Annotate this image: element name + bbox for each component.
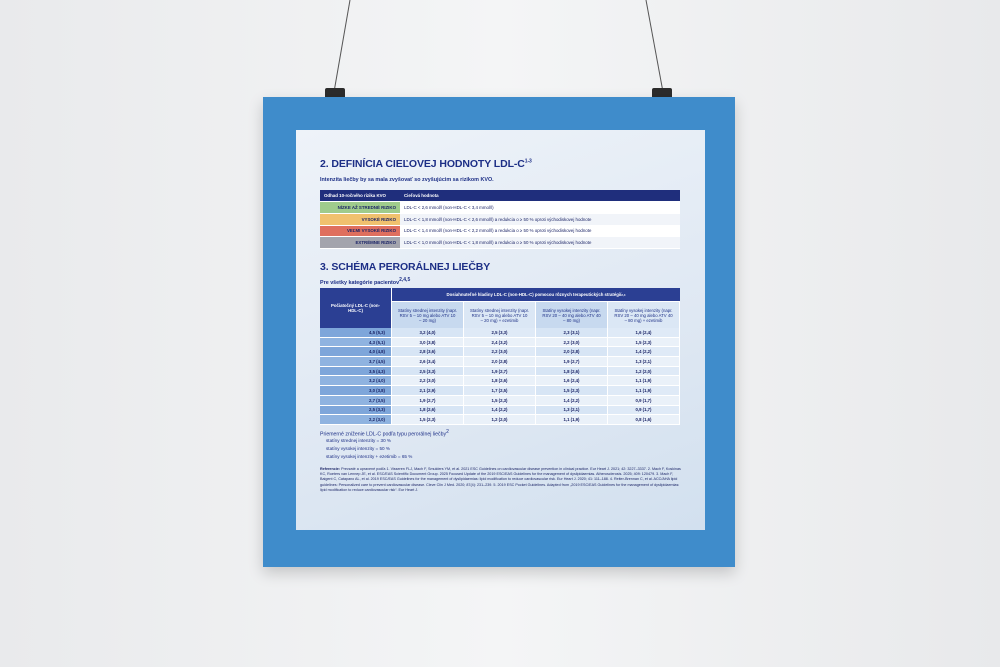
- risk-cell: VYSOKÉ RIZIKO: [320, 213, 400, 226]
- section-title: 3. SCHÉMA PERORÁLNEJ LIEČBY: [320, 261, 491, 273]
- table-cell: 2,5 (3,3): [392, 366, 464, 377]
- table-cell: 2,2 (3,0): [392, 376, 464, 387]
- table-cell: 1,6 (2,4): [536, 376, 608, 387]
- table-cell: 2,2 (3,0): [320, 415, 392, 425]
- table-cell: 3,5 (4,3): [320, 366, 392, 377]
- header-cell: Cieľová hodnota: [400, 190, 680, 202]
- table-cell: 1,9 (2,7): [392, 395, 464, 406]
- column-header: Statíny vysokej intenzity (napr. RSV 20 …: [608, 302, 680, 328]
- table-cell: 2,7 (3,5): [320, 395, 392, 406]
- risk-cell: NÍZKE AŽ STREDNÉ RIZIKO: [320, 202, 400, 214]
- table-cell: 1,2 (2,0): [608, 366, 680, 377]
- title-sup: 1-3: [524, 158, 532, 165]
- table-cell: 3,7 (4,5): [320, 357, 392, 367]
- group-header-sup: 2,4: [621, 292, 626, 297]
- table-cell: 3,2 (4,0): [320, 376, 392, 387]
- table-cell: 3,2 (4,0): [392, 328, 464, 338]
- header-cell: Odhad 10-ročného rizika KVO: [320, 190, 400, 202]
- table-cell: 3,0 (3,8): [392, 337, 464, 348]
- section-subtitle: Intenzita liečby by sa mala zvyšovať so …: [320, 177, 494, 183]
- table-header: Počiatočný LDL-C (non-HDL-C) Dosiahnuteľn…: [320, 288, 680, 328]
- table-cell: 4,5 (5,3): [320, 328, 392, 338]
- table-cell: 1,5 (2,3): [536, 386, 608, 396]
- table-cell: 1,1 (1,9): [536, 415, 608, 425]
- summary-item: statíny vysokej intenzity = 50 %: [320, 446, 412, 454]
- table-cell: 2,3 (3,1): [536, 328, 608, 338]
- table-cell: 1,8 (2,6): [464, 376, 536, 387]
- table-cell: 1,9 (2,7): [536, 357, 608, 367]
- table-cell: 0,9 (1,7): [608, 395, 680, 406]
- table-cell: 1,8 (2,6): [536, 366, 608, 377]
- summary-title: Priemerné zníženie LDL-C podľa typu pero…: [320, 429, 449, 438]
- column-headers: Statíny strednej intenzity (napr. RSV 5 …: [392, 302, 680, 328]
- table-cell: 0,9 (1,7): [608, 405, 680, 416]
- table-cell: 1,6 (2,4): [608, 328, 680, 338]
- summary-item-text: statíny strednej intenzity = 30 %: [326, 438, 391, 443]
- group-header: Dosiahnuteľné hladiny LDL-C (non-HDL-C) …: [392, 288, 680, 302]
- target-cell: LDL-C < 2,6 mmol/l (non-HDL-C < 3,4 mmol…: [400, 202, 680, 214]
- table-cell: 2,2 (3,0): [536, 337, 608, 348]
- table-cell: 1,8 (2,6): [392, 405, 464, 416]
- table-cell: 2,0 (2,8): [464, 357, 536, 367]
- column-header: Statíny vysokej intenzity (napr. RSV 20 …: [536, 302, 608, 328]
- table-cell: 2,8 (3,6): [392, 347, 464, 358]
- summary-list: statíny strednej intenzity = 30 % statíny…: [320, 438, 412, 462]
- table-cell: 2,5 (3,3): [320, 405, 392, 416]
- target-cell: LDL-C < 1,0 mmol/l (non-HDL-C < 1,8 mmol…: [400, 237, 680, 250]
- table-cell: 1,3 (2,1): [608, 357, 680, 367]
- column-header: Statíny strednej intenzity (napr. RSV 5 …: [392, 302, 464, 328]
- table-cell: 3,0 (3,8): [320, 386, 392, 396]
- table-cell: 1,4 (2,2): [608, 347, 680, 358]
- table-cell: 1,4 (2,2): [464, 405, 536, 416]
- summary-item: statíny vysokej intenzity + ezetimib = 6…: [320, 454, 412, 462]
- column-header: Statíny strednej intenzity (napr. RSV 5 …: [464, 302, 536, 328]
- summary-title-text: Priemerné zníženie LDL-C podľa typu pero…: [320, 431, 447, 438]
- table-cell: 2,5 (3,3): [464, 328, 536, 338]
- table-cell: 2,6 (3,4): [392, 357, 464, 367]
- target-cell: LDL-C < 1,8 mmol/l (non-HDL-C < 2,6 mmol…: [400, 213, 680, 226]
- therapy-table: Počiatočný LDL-C (non-HDL-C) Dosiahnuteľn…: [320, 288, 680, 425]
- table-cell: 2,2 (3,0): [464, 347, 536, 358]
- table-cell: 1,2 (2,0): [464, 415, 536, 425]
- risk-table: Odhad 10-ročného rizika KVO Cieľová hodno…: [320, 190, 680, 250]
- table-cell: 2,0 (2,8): [536, 347, 608, 358]
- table-cell: 1,3 (2,1): [536, 405, 608, 416]
- summary-sup: 2: [446, 429, 449, 435]
- table-cell: 1,1 (1,9): [608, 376, 680, 387]
- table-cell: 4,0 (4,8): [320, 347, 392, 358]
- summary-item-text: statíny vysokej intenzity + ezetimib = 6…: [326, 454, 413, 459]
- table-cell: 1,4 (2,2): [536, 395, 608, 406]
- table-cell: 1,7 (2,5): [464, 386, 536, 396]
- table-cell: 0,8 (1,6): [608, 415, 680, 425]
- references-label: Referencie:: [320, 467, 341, 471]
- references-text: Prevzaté a upravené podľa 1. Visseren FL…: [320, 467, 681, 492]
- table-body: 4,5 (5,3) 3,2 (4,0) 2,5 (3,3) 2,3 (3,1) 1,6 …: [320, 328, 680, 425]
- table-cell: 1,5 (2,3): [392, 415, 464, 425]
- summary-item: statíny strednej intenzity = 30 %: [320, 438, 412, 446]
- table-cell: 2,1 (2,9): [392, 386, 464, 396]
- summary-item-text: statíny vysokej intenzity = 50 %: [326, 446, 390, 451]
- table-cell: 1,1 (1,9): [608, 386, 680, 396]
- table-cell: 1,9 (2,7): [464, 366, 536, 377]
- references: Referencie: Prevzaté a upravené podľa 1.…: [320, 467, 682, 493]
- subtitle-sup: 2,4,5: [399, 277, 411, 283]
- table-cell: 2,4 (3,2): [464, 337, 536, 348]
- subtitle-text: Pre všetky kategórie pacientov: [320, 279, 400, 286]
- title-text: 2. DEFINÍCIA CIEĽOVEJ HODNOTY LDL-C: [320, 158, 525, 170]
- table-cell: 1,5 (2,3): [464, 395, 536, 406]
- risk-cell: VEĽMI VYSOKÉ RIZIKO: [320, 225, 400, 238]
- header-group: Dosiahnuteľné hladiny LDL-C (non-HDL-C) …: [392, 288, 680, 328]
- table-cell: 1,5 (2,3): [608, 337, 680, 348]
- risk-cell: EXTRÉMNE RIZIKO: [320, 237, 400, 250]
- section-title: 2. DEFINÍCIA CIEĽOVEJ HODNOTY LDL-C1-3: [320, 158, 532, 170]
- table-cell: 4,3 (5,1): [320, 337, 392, 348]
- first-header: Počiatočný LDL-C (non-HDL-C): [320, 288, 392, 328]
- target-cell: LDL-C < 1,4 mmol/l (non-HDL-C < 2,2 mmol…: [400, 225, 680, 238]
- section-subtitle: Pre všetky kategórie pacientov2,4,5: [320, 277, 410, 286]
- group-header-text: Dosiahnuteľné hladiny LDL-C (non-HDL-C) …: [446, 292, 622, 297]
